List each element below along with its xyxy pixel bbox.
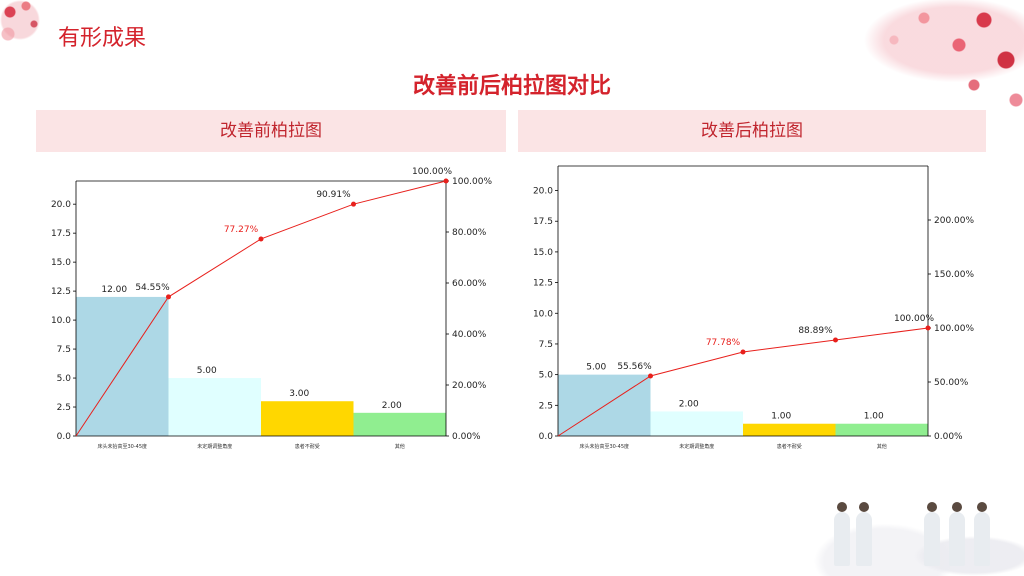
- x-tick-label: 未定期调整角度: [679, 443, 714, 450]
- pareto-bar: [650, 411, 743, 436]
- bar-value-label: 5.00: [586, 363, 606, 373]
- cumulative-point: [166, 294, 171, 300]
- cumulative-point: [648, 373, 653, 379]
- bar-value-label: 2.00: [382, 401, 402, 411]
- cumulative-percent-label: 100.00%: [894, 314, 934, 324]
- x-tick-label: 床头未抬高至30-45度: [97, 443, 147, 450]
- bar-value-label: 5.00: [197, 366, 217, 376]
- x-tick-label: 其他: [877, 443, 887, 450]
- x-tick-label: 未定期调整角度: [197, 443, 232, 450]
- y2-tick-label: 200.00%: [934, 216, 974, 226]
- y2-tick-label: 20.00%: [452, 381, 487, 391]
- y-tick-label: 10.0: [51, 316, 71, 326]
- cumulative-percent-label: 55.56%: [617, 362, 652, 372]
- y2-tick-label: 0.00%: [452, 432, 481, 442]
- bar-value-label: 2.00: [679, 399, 699, 409]
- cumulative-percent-label: 100.00%: [412, 167, 452, 177]
- cumulative-percent-label: 88.89%: [798, 326, 833, 336]
- y-tick-label: 5.0: [539, 371, 554, 381]
- cumulative-point: [443, 178, 449, 184]
- comparison-title: 改善前后柏拉图对比: [412, 74, 611, 99]
- before-pareto-chart: 12.00 床头未抬高至30-45度 5.00 未定期调整角度 3.00 患者不耐受 2.0…: [51, 167, 493, 450]
- plum-blossom-decoration-right: [784, 0, 1024, 120]
- pareto-bar: [261, 401, 354, 436]
- pareto-bar: [835, 423, 928, 436]
- before-panel-header: 改善前柏拉图: [36, 110, 506, 152]
- y2-tick-label: 60.00%: [452, 279, 487, 289]
- cumulative-point: [740, 349, 746, 355]
- doctor-figure: [834, 502, 850, 566]
- page-title: 有形成果: [58, 26, 147, 51]
- y2-tick-label: 0.00%: [934, 432, 963, 442]
- medical-staff-illustration: [764, 486, 1024, 576]
- y-tick-label: 15.0: [533, 248, 553, 258]
- bar-value-label: 1.00: [771, 412, 791, 422]
- y-tick-label: 7.5: [57, 345, 71, 355]
- plum-blossom-decoration-left: [0, 0, 70, 60]
- cumulative-point: [258, 236, 264, 242]
- y2-tick-label: 50.00%: [934, 378, 969, 388]
- y-tick-label: 20.0: [51, 200, 71, 210]
- cumulative-percent-label: 77.27%: [224, 225, 259, 235]
- y-tick-label: 0.0: [57, 432, 72, 442]
- y2-tick-label: 40.00%: [452, 330, 487, 340]
- after-pareto-chart: 5.00 床头未抬高至30-45度 2.00 未定期调整角度 1.00 患者不耐受 1.00…: [533, 165, 974, 450]
- x-tick-label: 患者不耐受: [295, 443, 320, 450]
- y2-tick-label: 80.00%: [452, 228, 487, 238]
- y2-tick-label: 100.00%: [452, 177, 492, 187]
- x-tick-label: 床头未抬高至30-45度: [579, 443, 629, 450]
- bar-value-label: 3.00: [289, 389, 309, 399]
- x-tick-label: 其他: [395, 443, 405, 450]
- cumulative-point: [351, 201, 356, 207]
- y2-tick-label: 150.00%: [934, 270, 974, 280]
- pareto-bar: [743, 423, 836, 436]
- doctor-figure: [974, 502, 990, 566]
- x-tick-label: 患者不耐受: [777, 443, 802, 450]
- y-tick-label: 7.5: [539, 340, 553, 350]
- y-tick-label: 12.5: [51, 287, 71, 297]
- y-tick-label: 12.5: [533, 279, 553, 289]
- cumulative-percent-label: 90.91%: [316, 190, 351, 200]
- pareto-bar: [168, 378, 261, 436]
- doctor-figure: [949, 502, 965, 566]
- y-tick-label: 20.0: [533, 187, 553, 197]
- after-panel-header: 改善后柏拉图: [518, 110, 986, 152]
- y-tick-label: 17.5: [51, 229, 71, 239]
- y-tick-label: 10.0: [533, 309, 553, 319]
- y2-tick-label: 100.00%: [934, 324, 974, 334]
- y-tick-label: 17.5: [533, 217, 553, 227]
- cumulative-point: [925, 325, 931, 331]
- pareto-bar: [353, 412, 446, 436]
- cumulative-percent-label: 77.78%: [706, 338, 741, 348]
- y-tick-label: 0.0: [539, 432, 554, 442]
- bar-value-label: 1.00: [864, 412, 884, 422]
- y-tick-label: 5.0: [57, 374, 72, 384]
- doctor-figure: [856, 502, 872, 566]
- cumulative-point: [833, 337, 838, 343]
- y-tick-label: 15.0: [51, 258, 71, 268]
- y-tick-label: 2.5: [539, 401, 553, 411]
- cumulative-percent-label: 54.55%: [135, 283, 170, 293]
- doctor-figure: [924, 502, 940, 566]
- y-tick-label: 2.5: [57, 403, 71, 413]
- bar-value-label: 12.00: [101, 285, 127, 295]
